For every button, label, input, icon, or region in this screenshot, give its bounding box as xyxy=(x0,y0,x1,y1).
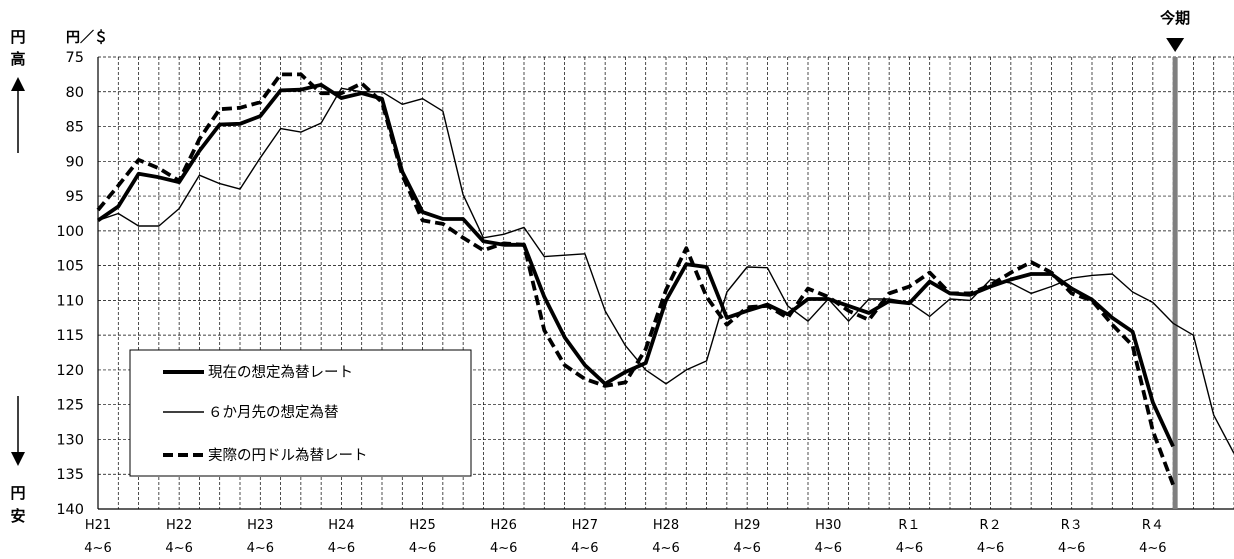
x-tick-label-quarter: 4~6 xyxy=(328,541,355,556)
x-tick-label-year: H23 xyxy=(247,518,273,533)
x-axis-tick-labels: H21 4~6 H22 4~6 H23 4~6 H24 4~6 H25 4~6 H26 4~6 H27 4… xyxy=(84,518,1166,556)
x-tick-label-quarter: 4~6 xyxy=(733,541,760,556)
yen-strong-label-char-1: 円 xyxy=(10,28,25,46)
series-line-dashed xyxy=(96,72,1175,486)
y-tick-label: 105 xyxy=(56,259,84,275)
y-tick-label: 75 xyxy=(66,50,84,66)
y-tick-label: 130 xyxy=(56,432,84,448)
x-tick-label-year: H24 xyxy=(328,518,354,533)
y-tick-label: 95 xyxy=(66,189,84,205)
legend-label-actual: 実際の円ドル為替レート xyxy=(208,447,368,464)
yen-weak-label-char-1: 円 xyxy=(10,484,25,502)
x-tick-label-quarter: 4~6 xyxy=(84,541,111,556)
y-tick-label: 125 xyxy=(56,398,84,414)
series-lines xyxy=(96,72,1234,486)
x-tick-label-quarter: 4~6 xyxy=(652,541,679,556)
x-tick-label-quarter: 4~6 xyxy=(571,541,598,556)
x-tick-label-year: H25 xyxy=(409,518,435,533)
y-axis-unit-label: 円／＄ xyxy=(66,29,108,46)
x-tick-label-year: H30 xyxy=(815,518,841,533)
x-tick-label-year: R３ xyxy=(1061,518,1083,533)
x-tick-label-quarter: 4~6 xyxy=(896,541,923,556)
yen-strong-indicator: 円 高 xyxy=(10,28,26,153)
x-tick-label-year: R２ xyxy=(980,518,1002,533)
x-tick-label-quarter: 4~6 xyxy=(490,541,517,556)
yen-strong-label-char-2: 高 xyxy=(10,50,25,68)
x-tick-label-quarter: 4~6 xyxy=(409,541,436,556)
x-tick-label-year: H28 xyxy=(653,518,679,533)
x-tick-label-year: H29 xyxy=(734,518,760,533)
current-period-marker: 今期 xyxy=(1159,9,1190,52)
x-tick-label-quarter: 4~6 xyxy=(815,541,842,556)
yen-weak-label-char-2: 安 xyxy=(10,507,25,525)
x-tick-label-quarter: 4~6 xyxy=(977,541,1004,556)
x-tick-label-year: H22 xyxy=(166,518,192,533)
x-tick-label-year: H21 xyxy=(85,518,111,533)
y-tick-label: 80 xyxy=(66,85,84,101)
arrow-down-icon xyxy=(11,452,25,466)
legend-label-six-month: ６か月先の想定為替 xyxy=(208,404,339,421)
arrow-up-icon xyxy=(11,77,25,91)
y-tick-label: 115 xyxy=(56,328,84,344)
x-tick-label-year: H27 xyxy=(572,518,598,533)
x-tick-label-year: R１ xyxy=(898,518,920,533)
y-tick-label: 140 xyxy=(56,502,84,518)
current-period-label: 今期 xyxy=(1159,9,1190,27)
y-axis-tick-labels: 75 80 85 90 95 100 105 110 115 120 125 130 135 140 xyxy=(56,50,84,518)
series-line-thick xyxy=(96,82,1175,448)
x-tick-label-quarter: 4~6 xyxy=(247,541,274,556)
x-tick-label-year: H26 xyxy=(491,518,517,533)
x-tick-label-year: R４ xyxy=(1142,518,1164,533)
y-tick-label: 110 xyxy=(56,293,84,309)
legend-label-current: 現在の想定為替レート xyxy=(208,364,353,381)
y-tick-label: 135 xyxy=(56,467,84,483)
yen-weak-indicator: 円 安 xyxy=(10,396,26,525)
y-tick-label: 90 xyxy=(66,154,84,170)
triangle-down-icon xyxy=(1166,38,1185,52)
y-tick-label: 100 xyxy=(56,224,84,240)
legend: 現在の想定為替レート ６か月先の想定為替 実際の円ドル為替レート xyxy=(129,349,472,477)
x-tick-label-quarter: 4~6 xyxy=(165,541,192,556)
x-tick-label-quarter: 4~6 xyxy=(1058,541,1085,556)
y-tick-label: 120 xyxy=(56,363,84,379)
x-tick-label-quarter: 4~6 xyxy=(1139,541,1166,556)
series-line-thin xyxy=(97,87,1234,454)
y-tick-label: 85 xyxy=(66,120,84,136)
